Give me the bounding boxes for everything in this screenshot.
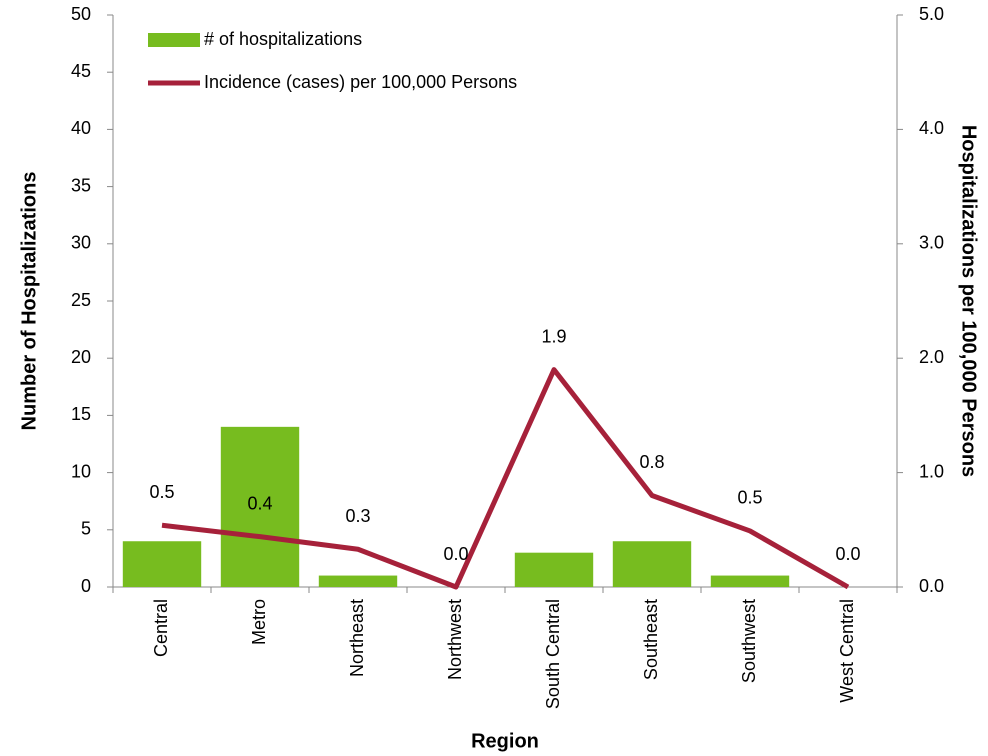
y-tick-label: 30 <box>71 233 91 253</box>
y-axis-title: Number of Hospitalizations <box>18 172 40 431</box>
y2-axis-title: Hospitalizations per 100,000 Persons <box>958 125 980 477</box>
y-tick-label: 5 <box>81 519 91 539</box>
data-label: 0.4 <box>247 493 272 513</box>
y-tick-label: 15 <box>71 404 91 424</box>
data-label: 1.9 <box>541 326 566 346</box>
y-tick-label: 35 <box>71 175 91 195</box>
legend-swatch <box>148 33 200 47</box>
y-tick-label: 25 <box>71 290 91 310</box>
data-label: 0.0 <box>443 544 468 564</box>
data-label: 0.8 <box>639 452 664 472</box>
bar <box>710 575 790 587</box>
bar <box>220 426 300 587</box>
x-tick-label: West Central <box>837 599 857 703</box>
y2-tick-label: 1.0 <box>919 461 944 481</box>
bar <box>122 541 202 587</box>
y-tick-label: 40 <box>71 118 91 138</box>
x-tick-label: Central <box>151 599 171 657</box>
bar <box>318 575 398 587</box>
y-tick-label: 45 <box>71 61 91 81</box>
bar <box>612 541 692 587</box>
x-tick-label: Northwest <box>445 599 465 680</box>
x-tick-label: Southwest <box>739 599 759 683</box>
y2-tick-label: 0.0 <box>919 576 944 596</box>
y-tick-label: 10 <box>71 461 91 481</box>
x-tick-label: South Central <box>543 599 563 709</box>
x-tick-label: Northeast <box>347 599 367 677</box>
data-label: 0.3 <box>345 506 370 526</box>
x-tick-label: Metro <box>249 599 269 645</box>
y2-tick-label: 5.0 <box>919 4 944 24</box>
y2-tick-label: 2.0 <box>919 347 944 367</box>
y-tick-label: 50 <box>71 4 91 24</box>
line <box>161 367 850 590</box>
x-axis-title: Region <box>471 730 539 752</box>
data-label: 0.5 <box>149 482 174 502</box>
y-tick-label: 20 <box>71 347 91 367</box>
data-label: 0.0 <box>835 544 860 564</box>
legend-label: # of hospitalizations <box>204 29 362 49</box>
data-label: 0.5 <box>737 488 762 508</box>
y2-tick-label: 3.0 <box>919 233 944 253</box>
y2-tick-label: 4.0 <box>919 118 944 138</box>
legend-label: Incidence (cases) per 100,000 Persons <box>204 72 517 92</box>
y-tick-label: 0 <box>81 576 91 596</box>
x-tick-label: Southeast <box>641 599 661 680</box>
bar <box>514 552 594 587</box>
